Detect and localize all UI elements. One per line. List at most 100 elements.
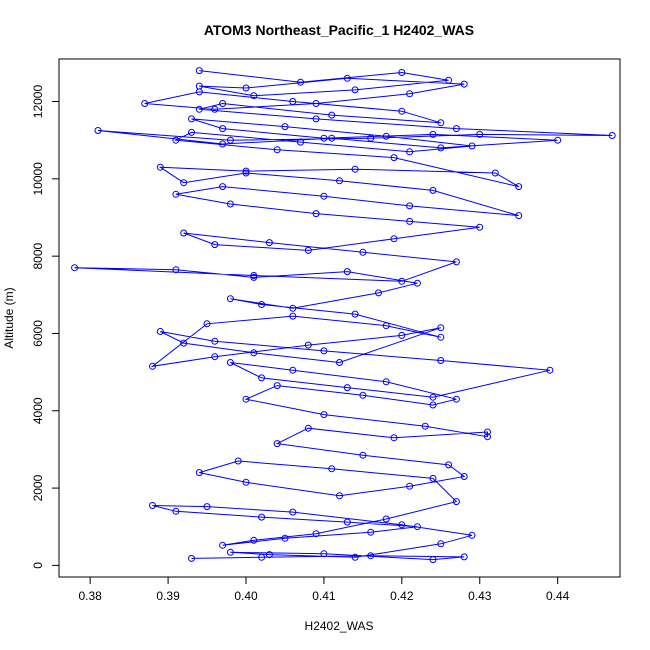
data-point (273, 440, 281, 448)
data-point (265, 239, 273, 247)
data-point (172, 190, 180, 198)
data-point (226, 136, 234, 144)
data-point (242, 169, 250, 177)
x-tick-label: 0.41 (312, 589, 336, 603)
data-point (172, 266, 180, 274)
data-point (320, 550, 328, 558)
data-point (484, 433, 491, 441)
data-point (203, 320, 211, 328)
data-point (375, 289, 382, 297)
data-point (328, 465, 336, 473)
data-point (304, 341, 312, 349)
data-point (437, 144, 445, 152)
data-point (343, 74, 351, 82)
data-point (336, 359, 343, 366)
data-point (468, 531, 476, 539)
data-point (195, 82, 203, 90)
x-tick-label: 0.43 (468, 589, 492, 603)
data-point (281, 123, 289, 131)
x-tick-label: 0.38 (78, 589, 102, 603)
data-point (195, 67, 203, 75)
data-point (398, 331, 406, 339)
data-point (203, 503, 211, 511)
data-point (367, 134, 375, 142)
data-point (359, 248, 367, 256)
data-point (390, 154, 398, 162)
data-point (382, 132, 390, 140)
data-point (273, 146, 281, 154)
data-point (460, 473, 468, 480)
data-point (265, 551, 273, 559)
data-point (445, 76, 453, 84)
data-point (250, 92, 258, 100)
data-series (71, 67, 616, 564)
data-point (312, 210, 320, 218)
data-point (141, 100, 149, 107)
data-point (429, 130, 437, 138)
data-point (188, 115, 195, 123)
data-point (258, 553, 266, 561)
y-axis: 0 2000 4000 6000 8000 10000 12000 (31, 85, 60, 569)
data-point (258, 374, 266, 382)
data-point (398, 521, 406, 529)
data-point (289, 304, 297, 312)
data-point (312, 100, 320, 107)
y-tick-label: 4000 (31, 397, 45, 424)
data-point (398, 277, 406, 285)
data-point (149, 502, 156, 509)
data-point (328, 134, 336, 142)
data-point (382, 322, 390, 330)
data-point (320, 134, 328, 142)
data-point (429, 186, 437, 194)
y-axis-label: Altitude (m) (2, 287, 16, 348)
data-point (172, 507, 180, 515)
data-point (398, 107, 406, 115)
data-point (156, 163, 164, 171)
data-point (219, 541, 227, 549)
x-tick-label: 0.42 (390, 589, 414, 603)
data-point (429, 401, 437, 409)
data-point (429, 474, 437, 482)
data-point (406, 202, 414, 210)
data-point (289, 366, 297, 374)
data-point (297, 78, 304, 86)
data-point (336, 177, 343, 185)
data-point (195, 469, 203, 477)
data-point (242, 478, 250, 486)
data-point (515, 212, 523, 220)
data-point (188, 554, 195, 562)
data-point (320, 192, 328, 200)
data-point (156, 328, 164, 335)
data-point (180, 339, 188, 347)
x-axis-label: H2402_WAS (305, 619, 374, 633)
data-point (336, 492, 343, 500)
data-point (546, 366, 554, 374)
data-point (390, 235, 398, 243)
data-point (211, 337, 219, 345)
data-point (289, 508, 297, 516)
data-point (452, 125, 460, 133)
data-point (476, 223, 484, 231)
data-point (304, 424, 312, 432)
data-point (250, 273, 258, 281)
data-point (250, 536, 258, 544)
data-point (351, 310, 359, 318)
data-point (413, 279, 421, 287)
data-point (429, 556, 437, 564)
data-point (437, 333, 445, 341)
data-point (211, 241, 219, 249)
series-line (74, 70, 613, 561)
data-point (188, 128, 195, 136)
data-point (608, 132, 616, 139)
data-point (281, 534, 289, 542)
data-point (180, 229, 188, 237)
data-point (273, 382, 281, 390)
data-point (460, 80, 468, 88)
data-point (343, 268, 351, 276)
data-point (406, 90, 414, 98)
data-point (515, 183, 523, 191)
data-point (211, 105, 219, 113)
y-tick-label: 12000 (31, 85, 45, 119)
data-point (149, 362, 156, 370)
